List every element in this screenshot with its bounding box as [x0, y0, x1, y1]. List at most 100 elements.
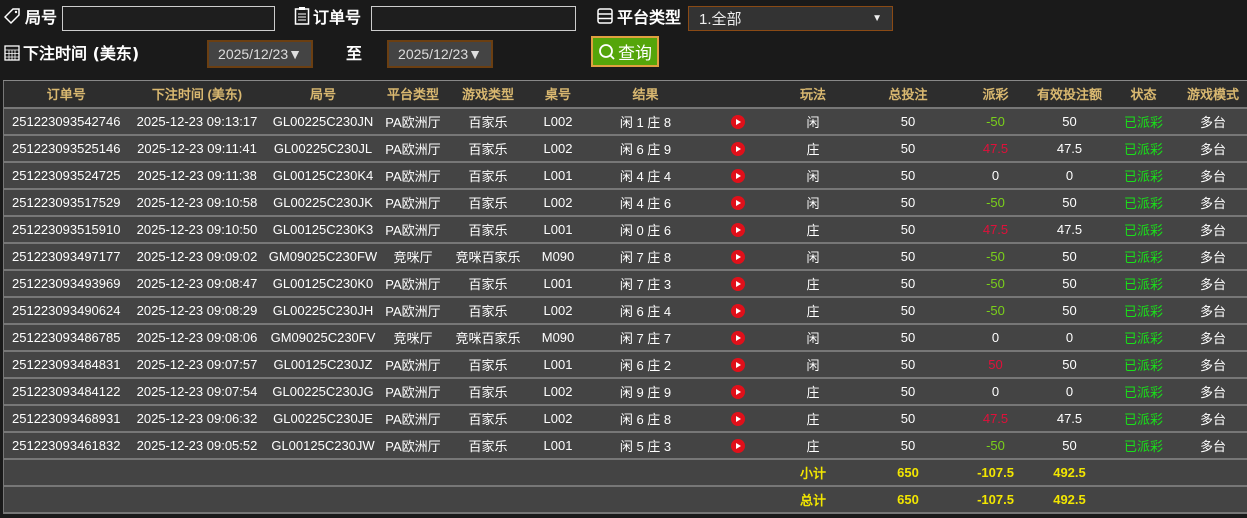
platform-cell: 竞咪厅 — [380, 242, 446, 271]
table-row[interactable]: 251223093515910 2025-12-23 09:10:50 GL0012… — [3, 215, 1247, 244]
table-row[interactable]: 251223093486785 2025-12-23 09:08:06 GM0902… — [3, 323, 1247, 352]
replay-cell — [705, 134, 771, 163]
game-type-cell: 百家乐 — [445, 215, 531, 244]
dropdown-arrow-icon: ▼ — [872, 13, 882, 24]
bet-type-cell: 庄 — [770, 269, 856, 298]
play-replay-icon[interactable] — [731, 357, 745, 372]
empty-cell — [265, 485, 381, 514]
status-cell: 已派彩 — [1108, 107, 1179, 136]
status-cell: 已派彩 — [1108, 431, 1179, 460]
play-replay-icon[interactable] — [731, 411, 745, 426]
play-replay-icon[interactable] — [731, 330, 745, 345]
total-bet-cell: 50 — [855, 242, 961, 271]
order-id-cell: 251223093461832 — [3, 431, 129, 460]
bet-type-cell: 庄 — [770, 134, 856, 163]
table-row[interactable]: 251223093461832 2025-12-23 09:05:52 GL0012… — [3, 431, 1247, 460]
subtotal-payout: -107.5 — [960, 458, 1031, 487]
bet-type-cell: 闲 — [770, 161, 856, 190]
table-row[interactable]: 251223093484831 2025-12-23 09:07:57 GL0012… — [3, 350, 1247, 379]
date-from-picker[interactable]: 2025/12/23▼ — [207, 40, 313, 68]
empty-cell — [3, 485, 129, 514]
empty-cell — [1178, 458, 1247, 487]
play-replay-icon[interactable] — [731, 276, 745, 291]
result-cell: 闲 7 庄 7 — [585, 323, 706, 352]
empty-cell — [705, 485, 771, 514]
total-label: 总计 — [770, 485, 856, 514]
column-header: 局号 — [265, 80, 381, 109]
table-row[interactable]: 251223093493969 2025-12-23 09:08:47 GL0012… — [3, 269, 1247, 298]
total-bet-cell: 50 — [855, 377, 961, 406]
round-id-cell: GL00225C230JH — [265, 296, 381, 325]
play-replay-icon[interactable] — [731, 141, 745, 156]
empty-cell — [530, 485, 586, 514]
bet-time-cell: 2025-12-23 09:11:38 — [128, 161, 266, 190]
date-to-picker[interactable]: 2025/12/23▼ — [387, 40, 493, 68]
clipboard-icon — [294, 7, 310, 25]
table-id-cell: L002 — [530, 134, 586, 163]
replay-cell — [705, 377, 771, 406]
result-cell: 闲 7 庄 8 — [585, 242, 706, 271]
game-type-cell: 百家乐 — [445, 269, 531, 298]
total-row: 总计 650 -107.5 492.5 — [3, 485, 1247, 514]
play-replay-icon[interactable] — [731, 195, 745, 210]
status-cell: 已派彩 — [1108, 377, 1179, 406]
bet-type-cell: 庄 — [770, 404, 856, 433]
platform-cell: 竞咪厅 — [380, 323, 446, 352]
table-id-cell: L002 — [530, 296, 586, 325]
column-header: 平台类型 — [380, 80, 446, 109]
round-id-cell: GL00125C230K0 — [265, 269, 381, 298]
query-button[interactable]: 查询 — [591, 36, 659, 67]
round-id-cell: GL00225C230JG — [265, 377, 381, 406]
table-row[interactable]: 251223093497177 2025-12-23 09:09:02 GM0902… — [3, 242, 1247, 271]
order-id-cell: 251223093525146 — [3, 134, 129, 163]
game-type-cell: 百家乐 — [445, 350, 531, 379]
table-id-cell: L002 — [530, 377, 586, 406]
valid-bet-cell: 50 — [1030, 242, 1109, 271]
order-id-cell: 251223093497177 — [3, 242, 129, 271]
platform-select[interactable]: 1.全部 ▼ — [688, 6, 893, 31]
play-replay-icon[interactable] — [731, 168, 745, 183]
result-cell: 闲 9 庄 9 — [585, 377, 706, 406]
status-cell: 已派彩 — [1108, 350, 1179, 379]
play-replay-icon[interactable] — [731, 384, 745, 399]
table-row[interactable]: 251223093525146 2025-12-23 09:11:41 GL0022… — [3, 134, 1247, 163]
play-replay-icon[interactable] — [731, 222, 745, 237]
play-replay-icon[interactable] — [731, 303, 745, 318]
replay-cell — [705, 404, 771, 433]
table-row[interactable]: 251223093484122 2025-12-23 09:07:54 GL0022… — [3, 377, 1247, 406]
search-icon — [599, 43, 615, 60]
table-row[interactable]: 251223093468931 2025-12-23 09:06:32 GL0022… — [3, 404, 1247, 433]
column-header: 有效投注额 — [1030, 80, 1109, 109]
total-bet-cell: 50 — [855, 404, 961, 433]
payout-cell: -50 — [960, 296, 1031, 325]
game-type-cell: 竞咪百家乐 — [445, 242, 531, 271]
empty-cell — [1108, 485, 1179, 514]
order-input[interactable] — [371, 6, 576, 31]
empty-cell — [128, 485, 266, 514]
empty-cell — [380, 485, 446, 514]
table-row[interactable]: 251223093542746 2025-12-23 09:13:17 GL0022… — [3, 107, 1247, 136]
status-cell: 已派彩 — [1108, 269, 1179, 298]
bet-type-cell: 庄 — [770, 215, 856, 244]
status-cell: 已派彩 — [1108, 188, 1179, 217]
play-replay-icon[interactable] — [731, 114, 745, 129]
subtotal-valid-bet: 492.5 — [1030, 458, 1109, 487]
total-bet-cell: 50 — [855, 134, 961, 163]
platform-cell: PA欧洲厅 — [380, 215, 446, 244]
calendar-icon — [4, 45, 20, 61]
round-input[interactable] — [62, 6, 275, 31]
bet-time-cell: 2025-12-23 09:08:06 — [128, 323, 266, 352]
order-id-cell: 251223093524725 — [3, 161, 129, 190]
bet-type-cell: 闲 — [770, 107, 856, 136]
table-row[interactable]: 251223093524725 2025-12-23 09:11:38 GL0012… — [3, 161, 1247, 190]
replay-cell — [705, 269, 771, 298]
bet-type-cell: 闲 — [770, 188, 856, 217]
play-replay-icon[interactable] — [731, 438, 745, 453]
table-row[interactable]: 251223093517529 2025-12-23 09:10:58 GL0022… — [3, 188, 1247, 217]
game-mode-cell: 多台 — [1178, 296, 1247, 325]
result-cell: 闲 6 庄 8 — [585, 404, 706, 433]
payout-cell: -50 — [960, 269, 1031, 298]
play-replay-icon[interactable] — [731, 249, 745, 264]
table-row[interactable]: 251223093490624 2025-12-23 09:08:29 GL0022… — [3, 296, 1247, 325]
round-id-cell: GL00125C230JZ — [265, 350, 381, 379]
